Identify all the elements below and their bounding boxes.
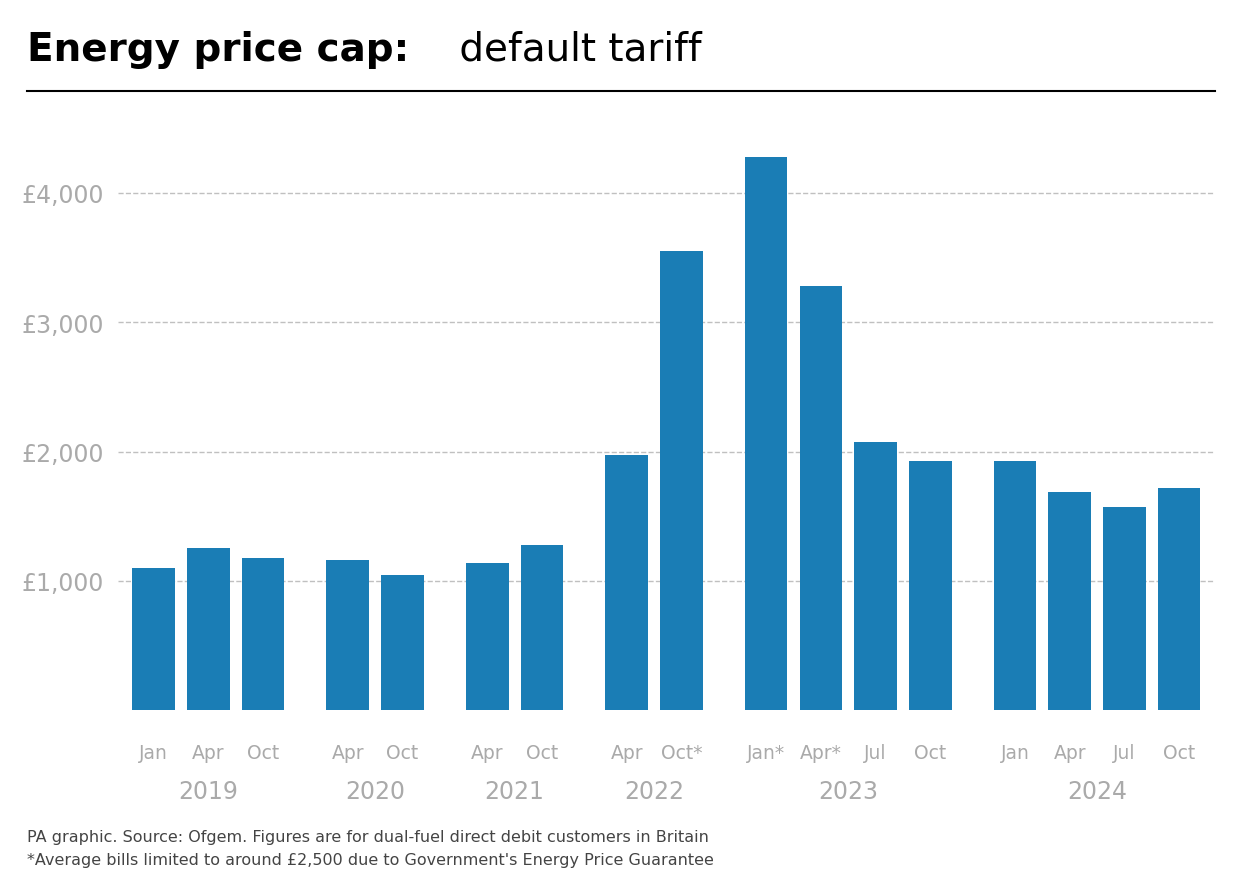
Bar bbox=[994, 461, 1036, 710]
Text: Jan: Jan bbox=[139, 744, 168, 762]
Bar bbox=[381, 576, 424, 710]
Text: Apr: Apr bbox=[1053, 744, 1086, 762]
Text: Apr: Apr bbox=[610, 744, 643, 762]
Bar bbox=[1158, 488, 1201, 710]
Text: Apr: Apr bbox=[193, 744, 225, 762]
Bar bbox=[186, 548, 230, 710]
Text: Apr*: Apr* bbox=[800, 744, 842, 762]
Text: *Average bills limited to around £2,500 due to Government's Energy Price Guarant: *Average bills limited to around £2,500 … bbox=[27, 852, 714, 867]
Bar bbox=[745, 158, 787, 710]
Text: 2023: 2023 bbox=[818, 780, 878, 803]
Text: Jan: Jan bbox=[1001, 744, 1030, 762]
Text: Apr: Apr bbox=[332, 744, 364, 762]
Bar bbox=[132, 568, 175, 710]
Text: Oct: Oct bbox=[386, 744, 419, 762]
Text: Apr: Apr bbox=[471, 744, 503, 762]
Bar bbox=[605, 456, 648, 710]
Text: 2021: 2021 bbox=[484, 780, 544, 803]
Bar bbox=[660, 252, 703, 710]
Text: default tariff: default tariff bbox=[447, 31, 702, 68]
Bar bbox=[1048, 492, 1090, 710]
Bar bbox=[242, 558, 284, 710]
Bar bbox=[466, 563, 508, 710]
Bar bbox=[520, 545, 563, 710]
Bar bbox=[327, 560, 369, 710]
Text: 2022: 2022 bbox=[623, 780, 684, 803]
Text: Oct: Oct bbox=[914, 744, 946, 762]
Text: Jul: Jul bbox=[1113, 744, 1135, 762]
Text: Oct: Oct bbox=[525, 744, 558, 762]
Text: Oct: Oct bbox=[1163, 744, 1195, 762]
Bar bbox=[800, 287, 842, 710]
Text: Oct*: Oct* bbox=[661, 744, 702, 762]
Text: 2019: 2019 bbox=[179, 780, 238, 803]
Text: 2024: 2024 bbox=[1067, 780, 1126, 803]
Text: PA graphic. Source: Ofgem. Figures are for dual-fuel direct debit customers in B: PA graphic. Source: Ofgem. Figures are f… bbox=[27, 829, 709, 844]
Bar bbox=[854, 442, 897, 710]
Text: Energy price cap:: Energy price cap: bbox=[27, 31, 410, 68]
Text: Oct: Oct bbox=[247, 744, 279, 762]
Text: Jul: Jul bbox=[864, 744, 887, 762]
Text: 2020: 2020 bbox=[345, 780, 405, 803]
Bar bbox=[909, 462, 951, 710]
Bar bbox=[1103, 508, 1146, 710]
Text: Jan*: Jan* bbox=[748, 744, 785, 762]
